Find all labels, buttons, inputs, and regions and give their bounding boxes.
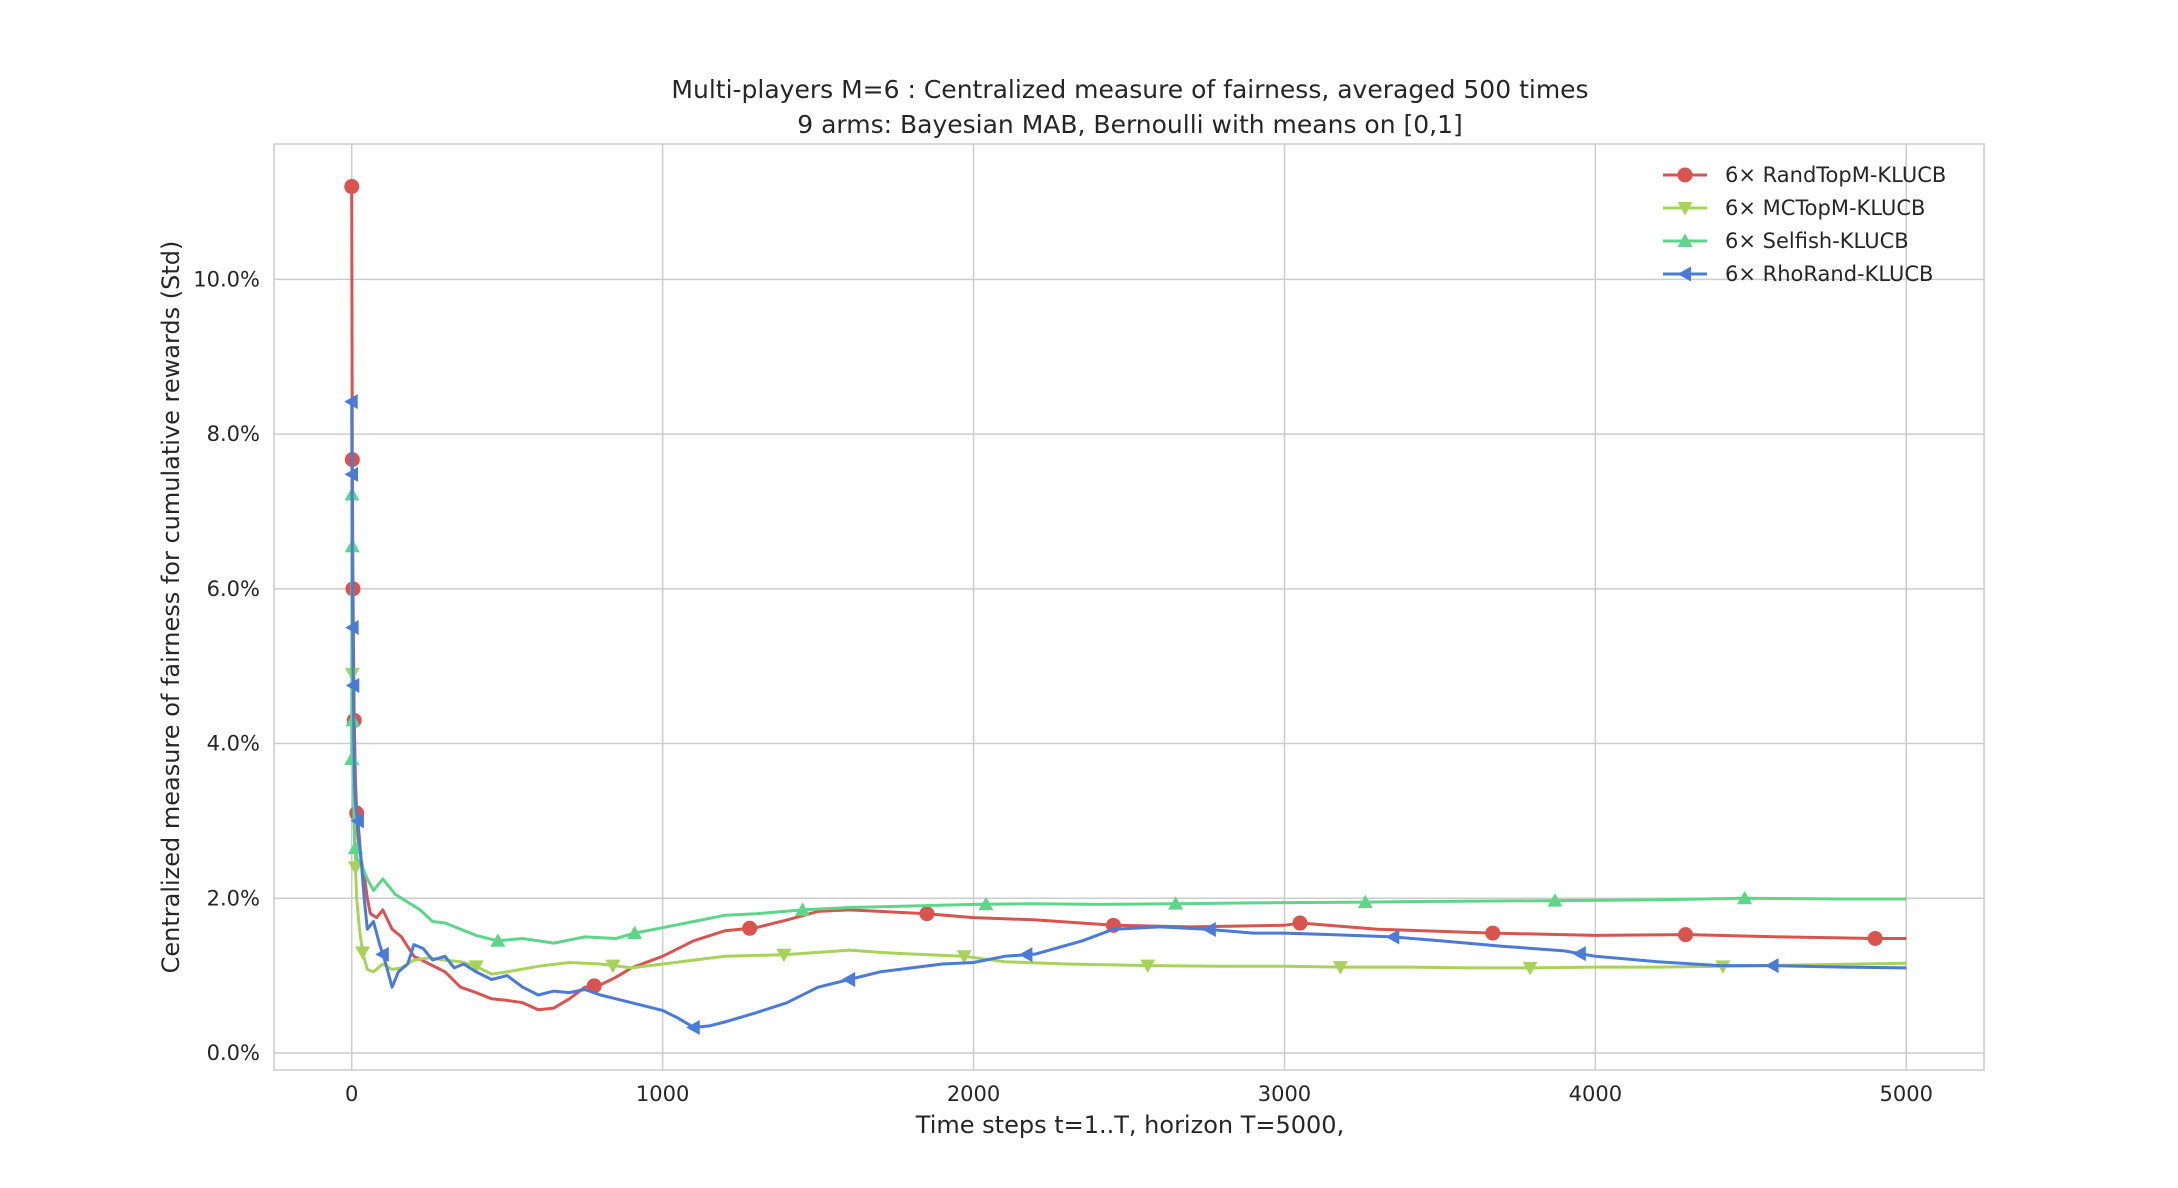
data-point-mctopm [347,861,363,875]
series-line-rhorand [350,401,1907,1029]
series-line-mctopm [350,672,1907,976]
data-point-rhorand [686,1019,700,1035]
legend: 6× RandTopM-KLUCB 6× MCTopM-KLUCB 6× Selfi… [1663,163,1946,286]
y-tick-label: 10.0% [193,267,260,291]
data-point-rhorand [1385,929,1400,945]
data-point-randtopm [344,179,360,195]
data-point-rhorand [345,678,360,694]
data-point-mctopm [355,946,371,960]
y-axis-label: Centralized measure of fairness for cumu… [157,241,185,974]
legend-entry-selfish: 6× Selfish-KLUCB [1663,229,1909,253]
y-tick-label: 6.0% [207,577,260,601]
chart-title-line1: Multi-players M=6 : Centralized measure … [671,75,1588,104]
x-tick-label: 3000 [1258,1082,1311,1106]
x-axis-label: Time steps t=1..T, horizon T=5000, [915,1111,1344,1139]
data-point-randtopm [586,978,602,994]
legend-label-rhorand: 6× RhoRand-KLUCB [1725,262,1933,286]
series-line-randtopm [350,186,1907,1012]
y-tick-label: 0.0% [207,1041,260,1065]
y-tick-label: 2.0% [207,886,260,910]
x-tick-label: 2000 [947,1082,1000,1106]
data-point-selfish [1737,890,1753,905]
series-selfish [344,486,1907,947]
data-point-selfish [795,902,811,916]
data-point-selfish [1547,893,1563,907]
data-point-randtopm [1485,925,1501,941]
legend-entry-mctopm: 6× MCTopM-KLUCB [1663,196,1925,220]
legend-marker-mctopm [1677,202,1693,216]
legend-entry-randtopm: 6× RandTopM-KLUCB [1663,163,1946,187]
data-point-mctopm [956,950,972,964]
legend-entry-rhorand: 6× RhoRand-KLUCB [1663,262,1933,286]
data-point-mctopm [776,948,792,963]
data-point-rhorand [1018,947,1033,963]
x-tick-label: 5000 [1880,1082,1933,1106]
series-rhorand [344,394,1907,1035]
data-point-selfish [1168,896,1184,910]
data-point-rhorand [841,971,856,987]
data-point-randtopm [1292,915,1308,931]
data-point-rhorand [1765,958,1779,974]
grid-lines [274,144,1984,1070]
data-point-rhorand [345,620,359,636]
series-line-selfish [350,492,1907,945]
plot-area-frame [273,143,1985,1071]
data-point-selfish [344,751,360,766]
legend-marker-rhorand [1677,266,1691,282]
data-point-selfish [1357,894,1373,909]
data-point-selfish [490,933,506,947]
data-point-selfish [627,925,643,940]
data-point-rhorand [344,466,359,482]
data-point-randtopm [1867,930,1883,946]
data-point-mctopm [1140,959,1156,974]
data-point-rhorand [344,394,358,410]
legend-label-randtopm: 6× RandTopM-KLUCB [1725,163,1946,187]
series-mctopm [344,667,1907,976]
x-tick-label: 4000 [1569,1082,1622,1106]
data-point-mctopm [468,960,484,974]
data-point-mctopm [1522,961,1538,976]
data-point-rhorand [1202,921,1216,937]
legend-label-selfish: 6× Selfish-KLUCB [1725,229,1909,253]
chart-title-line2: 9 arms: Bayesian MAB, Bernoulli with mea… [797,110,1463,139]
x-tick-label: 1000 [636,1082,689,1106]
data-point-randtopm [1678,927,1694,943]
y-tick-label: 4.0% [207,732,260,756]
series-randtopm [344,179,1907,1012]
legend-marker-randtopm [1677,167,1693,183]
data-point-rhorand [350,813,364,829]
data-point-mctopm [605,959,621,974]
tick-labels: 0 1000 2000 3000 4000 5000 0.0% 2.0% 4.0% 6.0% 8.0… [193,267,1933,1106]
data-point-mctopm [1332,961,1348,975]
series-lines [344,179,1907,1035]
data-point-rhorand [1572,946,1586,962]
legend-marker-selfish [1677,233,1693,247]
y-tick-label: 8.0% [207,422,260,446]
data-point-selfish [978,896,994,911]
data-point-randtopm [919,906,935,922]
data-point-rhorand [375,946,389,962]
data-point-randtopm [742,920,758,936]
x-tick-label: 0 [345,1082,358,1106]
legend-label-mctopm: 6× MCTopM-KLUCB [1725,196,1925,220]
